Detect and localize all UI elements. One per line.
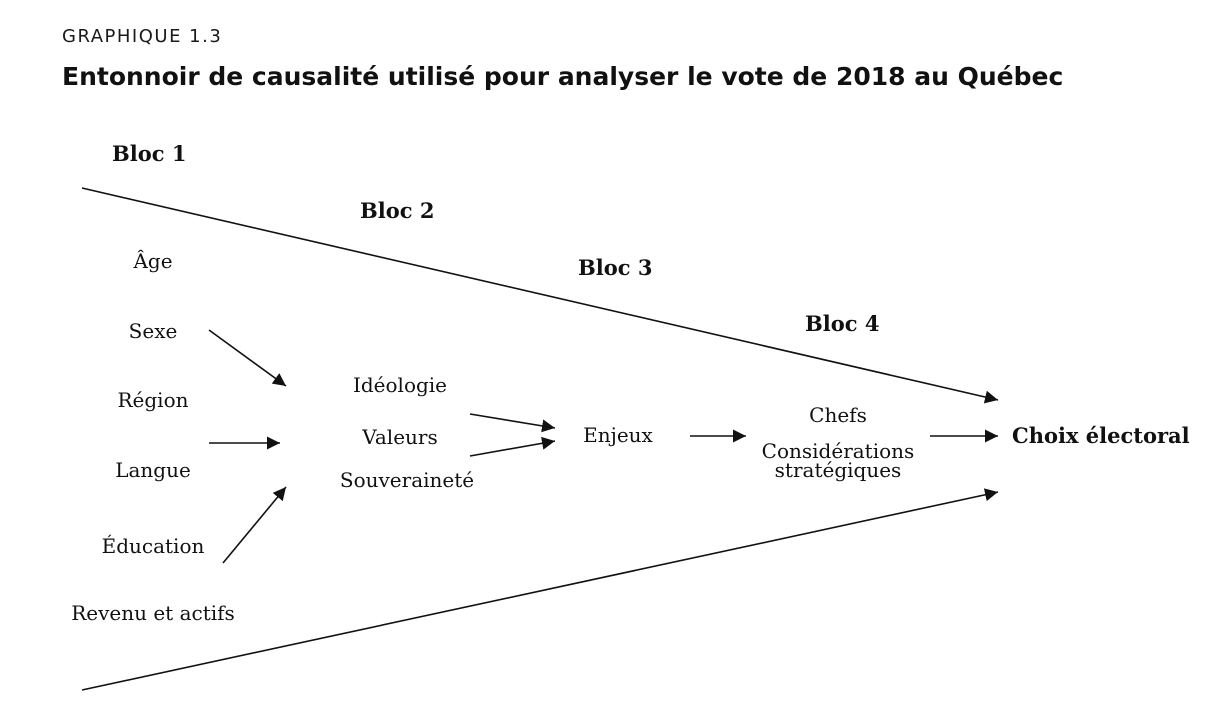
bloc2-label: Bloc 2: [360, 198, 434, 223]
var-ideologie: Idéologie: [353, 373, 447, 397]
var-chefs: Chefs: [809, 403, 867, 427]
arrow-education-to-bloc2: [222, 486, 287, 564]
var-considerations: Considérations: [762, 439, 915, 463]
funnel-top-arrow: [81, 187, 999, 404]
var-enjeux: Enjeux: [583, 423, 653, 447]
bloc4-label: Bloc 4: [805, 311, 879, 336]
funnel-bottom-arrow: [81, 488, 999, 691]
arrow-sexe-to-bloc2: [208, 329, 287, 387]
bloc3-label: Bloc 3: [578, 255, 652, 280]
var-revenu-actifs: Revenu et actifs: [71, 601, 235, 625]
var-langue: Langue: [115, 458, 191, 482]
arrow-ideologie-to-enjeux: [469, 413, 556, 433]
figure-title: Entonnoir de causalité utilisé pour anal…: [62, 62, 1064, 91]
figure-number: GRAPHIQUE 1.3: [62, 26, 223, 47]
var-souverainete: Souveraineté: [340, 468, 474, 492]
var-valeurs: Valeurs: [361, 425, 437, 449]
var-education: Éducation: [102, 534, 205, 558]
var-region: Région: [117, 388, 188, 412]
outcome-choix-electoral: Choix électoral: [1012, 423, 1190, 448]
var-age: Âge: [132, 249, 172, 273]
var-strategiques: stratégiques: [775, 458, 902, 482]
var-sexe: Sexe: [129, 319, 178, 343]
bloc1-label: Bloc 1: [112, 141, 186, 166]
arrow-souverainete-to-enjeux: [469, 436, 556, 457]
